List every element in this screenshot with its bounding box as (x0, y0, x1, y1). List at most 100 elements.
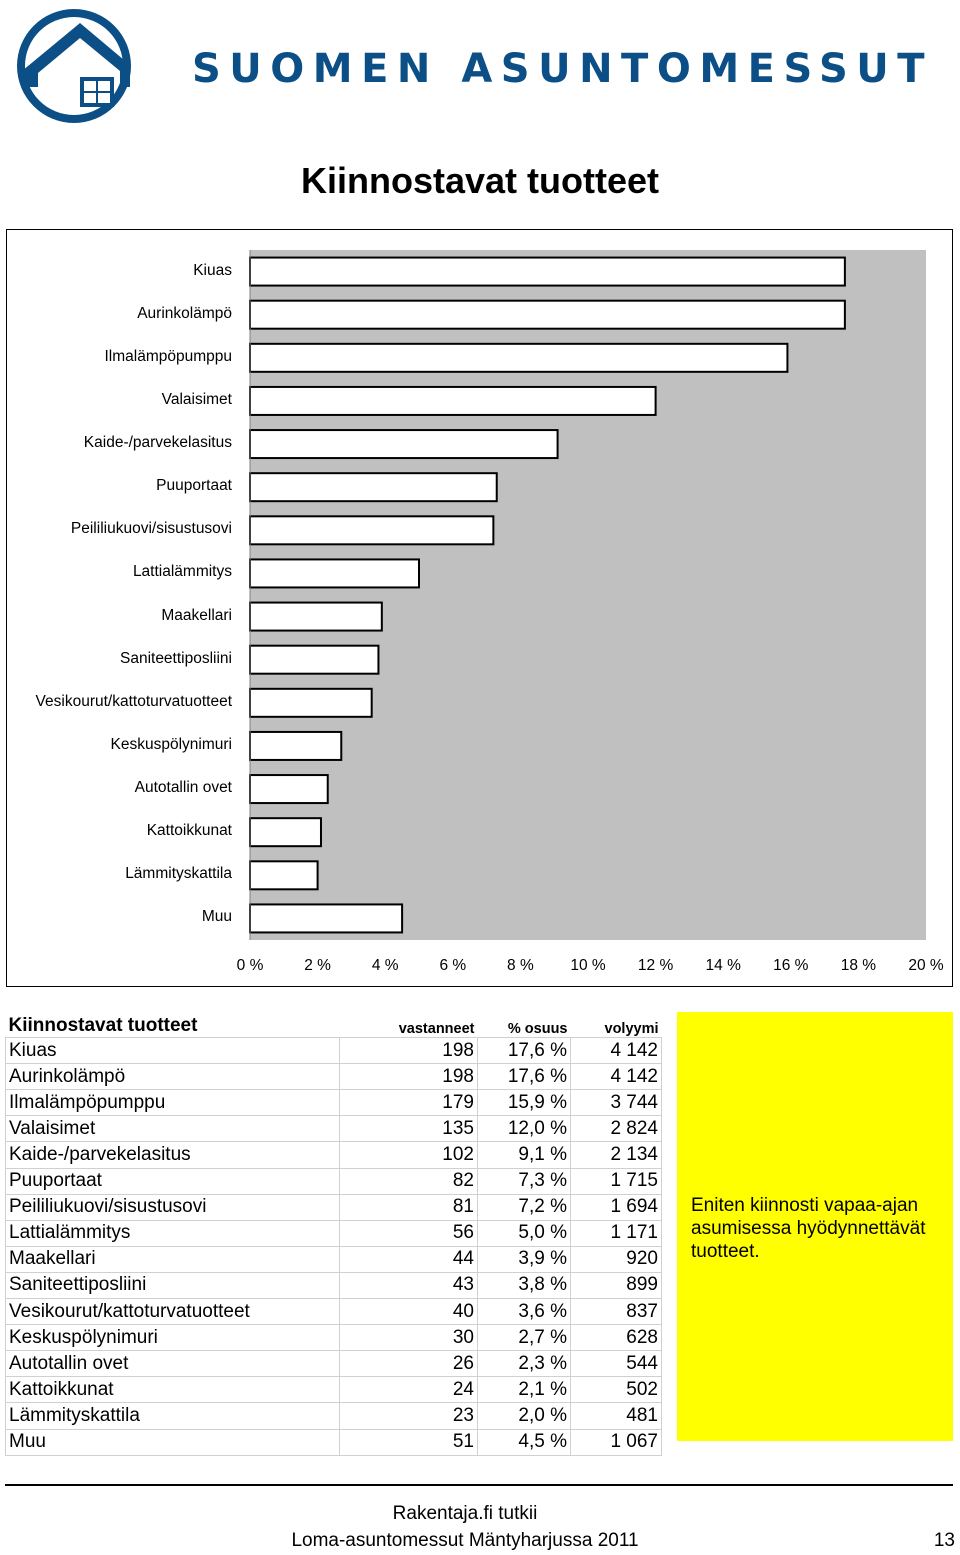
cell-volume: 2 824 (570, 1115, 662, 1143)
footer-event: Loma-asuntomessut Mäntyharjussa 2011 (291, 1530, 639, 1551)
table-row: Kiuas 198 17,6 % 4 142 (5, 1037, 662, 1065)
category-label: Kiuas (193, 261, 232, 279)
cell-volume: 3 744 (570, 1089, 662, 1117)
cell-share: 3,8 % (477, 1272, 571, 1300)
cell-product: Autotallin ovet (5, 1350, 340, 1378)
cell-share: 17,6 % (477, 1037, 571, 1065)
category-label: Keskuspölynimuri (110, 735, 232, 753)
bar (249, 730, 343, 761)
cell-product: Muu (5, 1429, 340, 1456)
table-header-share: % osuus (507, 1021, 568, 1038)
bar (249, 903, 404, 934)
cell-respondents: 51 (339, 1429, 478, 1456)
cell-product: Maakellari (5, 1246, 340, 1273)
house-logo-icon (17, 9, 131, 123)
cell-share: 9,1 % (477, 1141, 571, 1169)
cell-volume: 481 (570, 1402, 662, 1430)
cell-share: 3,6 % (477, 1298, 571, 1326)
cell-share: 2,7 % (477, 1324, 571, 1352)
category-label: Ilmalämpöpumppu (104, 347, 232, 365)
bar (249, 860, 319, 891)
page-title: Kiinnostavat tuotteet (300, 160, 659, 201)
x-tick-label: 10 % (570, 957, 606, 974)
cell-respondents: 43 (339, 1272, 478, 1300)
cell-volume: 1 067 (570, 1429, 662, 1456)
data-table: Kiinnostavat tuotteet vastanneet % osuus… (5, 1012, 662, 1456)
x-tick-label: 18 % (840, 957, 877, 974)
table-header-volume: volyymi (604, 1021, 659, 1038)
cell-respondents: 44 (339, 1246, 478, 1273)
page-number: 13 (933, 1530, 955, 1551)
cell-volume: 502 (570, 1376, 662, 1404)
cell-share: 15,9 % (477, 1089, 571, 1117)
cell-respondents: 198 (339, 1063, 478, 1091)
table-row: Kaide-/parvekelasitus 102 9,1 % 2 134 (5, 1141, 662, 1169)
cell-respondents: 81 (339, 1194, 478, 1221)
bar-chart (249, 250, 926, 940)
x-tick-label: 12 % (637, 957, 674, 974)
table-row: Saniteettiposliini 43 3,8 % 899 (5, 1272, 662, 1300)
bar (249, 774, 329, 805)
cell-volume: 4 142 (570, 1063, 662, 1091)
cell-share: 7,2 % (477, 1194, 571, 1221)
highlight-note-text: Eniten kiinnosti vapaa-ajan asumisessa h… (691, 1195, 926, 1262)
table-row: Maakellari 44 3,9 % 920 (5, 1246, 662, 1273)
cell-volume: 1 694 (570, 1194, 662, 1221)
bar (249, 385, 657, 416)
table-row: Valaisimet 135 12,0 % 2 824 (5, 1115, 662, 1143)
cell-volume: 628 (570, 1324, 662, 1352)
cell-respondents: 135 (339, 1115, 478, 1143)
cell-share: 7,3 % (477, 1168, 571, 1195)
cell-volume: 544 (570, 1350, 662, 1378)
cell-share: 2,0 % (477, 1402, 571, 1430)
cell-product: Valaisimet (5, 1115, 340, 1143)
table-row: Lattialämmitys 56 5,0 % 1 171 (5, 1220, 662, 1247)
cell-respondents: 179 (339, 1089, 478, 1117)
cell-share: 2,3 % (477, 1350, 571, 1378)
category-label: Autotallin ovet (134, 779, 232, 797)
cell-respondents: 82 (339, 1168, 478, 1195)
table-row: Aurinkolämpö 198 17,6 % 4 142 (5, 1063, 662, 1091)
cell-product: Keskuspölynimuri (5, 1324, 340, 1352)
x-tick-label: 20 % (908, 957, 944, 974)
cell-share: 4,5 % (477, 1429, 571, 1456)
brand-wordmark: SUOMEN ASUNTOMESSUT (192, 46, 934, 92)
cell-product: Kiuas (5, 1037, 340, 1065)
x-tick-label: 2 % (304, 957, 331, 974)
category-label: Lämmityskattila (125, 865, 232, 883)
x-tick-label: 4 % (371, 957, 399, 974)
bar (249, 515, 495, 546)
cell-product: Ilmalämpöpumppu (5, 1089, 340, 1117)
category-label: Kaide-/parvekelasitus (83, 434, 232, 452)
bar (249, 299, 846, 330)
bar (249, 472, 498, 503)
category-label: Maakellari (161, 606, 232, 624)
category-label: Saniteettiposliini (119, 649, 232, 667)
footer-source: Rakentaja.fi tutkii (392, 1503, 538, 1524)
table-row: Lämmityskattila 23 2,0 % 481 (5, 1402, 662, 1430)
cell-respondents: 102 (339, 1141, 478, 1169)
cell-respondents: 40 (339, 1298, 478, 1326)
table-row: Vesikourut/kattoturvatuotteet 40 3,6 % 837 (5, 1298, 662, 1326)
bar (249, 558, 420, 589)
x-tick-label: 0 % (236, 957, 264, 974)
category-label: Kattoikkunat (146, 822, 232, 840)
cell-volume: 1 171 (570, 1220, 662, 1247)
cell-product: Aurinkolämpö (5, 1063, 340, 1091)
cell-respondents: 56 (339, 1220, 478, 1247)
table-header-product: Kiinnostavat tuotteet (8, 1015, 198, 1037)
bar (249, 687, 373, 718)
cell-share: 17,6 % (477, 1063, 571, 1091)
cell-volume: 920 (570, 1246, 662, 1273)
cell-volume: 1 715 (570, 1168, 662, 1195)
category-label: Vesikourut/kattoturvatuotteet (35, 692, 232, 710)
table-row: Muu 51 4,5 % 1 067 (5, 1429, 662, 1456)
cell-product: Lattialämmitys (5, 1220, 340, 1247)
category-label: Lattialämmitys (132, 563, 232, 581)
bar (249, 601, 383, 632)
x-tick-label: 6 % (439, 957, 467, 974)
cell-volume: 4 142 (570, 1037, 662, 1065)
cell-volume: 2 134 (570, 1141, 662, 1169)
category-label: Puuportaat (156, 477, 232, 495)
cell-product: Kaide-/parvekelasitus (5, 1141, 340, 1169)
